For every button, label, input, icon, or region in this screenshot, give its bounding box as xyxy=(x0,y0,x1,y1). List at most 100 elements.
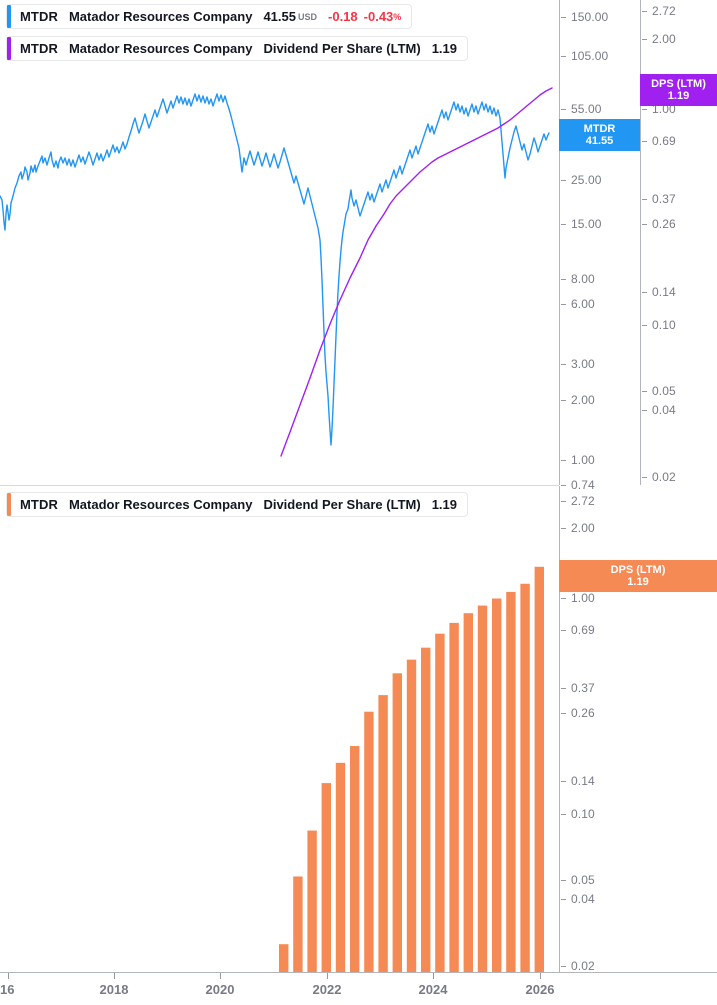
legend-price-ticker: MTDR xyxy=(20,9,58,24)
time-axis-label: 2024 xyxy=(418,982,448,997)
dps-scale-top-tick: 0.14 xyxy=(641,285,676,299)
dps-scale-top-tick-label: 0.02 xyxy=(652,470,676,484)
dps-scale-top-tick: 2.00 xyxy=(641,32,676,46)
dps-bar-group xyxy=(279,566,544,972)
dps-scale-top-tick-label: 0.04 xyxy=(652,403,676,417)
dps-bar[interactable] xyxy=(350,746,360,972)
dps-scale-bottom[interactable]: 2.72 2.00 1.00 0.69 0.37 0.26 0.14 0.10 0.05 0.04… xyxy=(559,486,640,973)
price-scale-top-tick: 1.00 xyxy=(560,453,595,467)
dps-bar[interactable] xyxy=(534,566,544,972)
legend-price-change: -0.18 xyxy=(328,9,358,24)
price-scale-top-tick-label: 0.74 xyxy=(571,478,595,492)
dps-bar[interactable] xyxy=(279,944,289,972)
tick-dash-icon xyxy=(561,898,566,900)
dps-bar[interactable] xyxy=(406,659,417,972)
dps-scale-bottom-tick-label: 0.05 xyxy=(571,873,595,887)
price-chart-panel[interactable] xyxy=(0,0,559,485)
tick-dash-icon xyxy=(642,291,647,293)
tick-dash-icon xyxy=(561,363,566,365)
price-scale-top[interactable]: 150.00105.0055.0045.0025.0015.008.006.00… xyxy=(559,0,640,492)
dps-scale-top-tick-label: 2.00 xyxy=(652,32,676,46)
dps-scale-top-tick-label: 0.26 xyxy=(652,217,676,231)
dps-value-badge-bottom-label: DPS (LTM) xyxy=(610,564,666,576)
dps-value-badge-bottom[interactable]: DPS (LTM) 1.19 xyxy=(559,560,717,592)
tick-dash-icon xyxy=(642,140,647,142)
dps-bar[interactable] xyxy=(378,695,388,972)
price-scale-top-tick: 8.00 xyxy=(560,272,595,286)
dps-bar[interactable] xyxy=(477,605,488,972)
dps-bar[interactable] xyxy=(293,876,303,972)
price-scale-top-tick: 150.00 xyxy=(560,10,608,24)
tick-dash-icon xyxy=(642,390,647,392)
dps-bar[interactable] xyxy=(335,762,346,972)
dps-bar[interactable] xyxy=(321,783,331,972)
dps-scale-top-tick-label: 0.69 xyxy=(652,134,676,148)
price-scale-top-tick-label: 55.00 xyxy=(571,102,602,116)
dps-scale-top[interactable]: 2.72 2.00 1.00 0.69 0.37 0.26 0.14 0.10 0.05 0.04… xyxy=(640,0,717,485)
dps-bar[interactable] xyxy=(492,598,502,972)
price-line-series xyxy=(0,93,550,446)
dps-scale-bottom-tick-label: 0.69 xyxy=(571,623,595,637)
time-axis-tick xyxy=(540,973,541,979)
dps-bar[interactable] xyxy=(520,583,530,972)
tick-dash-icon xyxy=(561,813,566,815)
dps-scale-bottom-tick: 0.04 xyxy=(560,892,595,906)
price-scale-top-tick: 2.00 xyxy=(560,393,595,407)
tick-dash-icon xyxy=(642,476,647,478)
dps-scale-bottom-tick-label: 0.37 xyxy=(571,681,595,695)
price-value-badge[interactable]: MTDR 41.55 xyxy=(559,119,640,151)
dps-scale-bottom-tick-label: 0.26 xyxy=(571,706,595,720)
dps-scale-bottom-tick: 0.69 xyxy=(560,623,595,637)
dps-scale-top-tick: 0.10 xyxy=(641,318,676,332)
legend-price[interactable]: MTDR Matador Resources Company 41.55 USD… xyxy=(6,4,413,29)
dps-value-badge-bottom-value: 1.19 xyxy=(627,576,649,588)
time-axis-tick xyxy=(433,973,434,979)
time-axis-label: 2018 xyxy=(99,982,129,997)
dps-value-badge-top[interactable]: DPS (LTM) 1.19 xyxy=(640,74,717,106)
dps-scale-bottom-tick: 1.00 xyxy=(560,591,595,605)
time-axis-tick xyxy=(8,973,9,979)
time-axis-label: 2022 xyxy=(312,982,342,997)
price-scale-top-tick: 15.00 xyxy=(560,217,602,231)
tick-dash-icon xyxy=(561,780,566,782)
dps-bar[interactable] xyxy=(392,673,402,972)
time-axis-tick xyxy=(114,973,115,979)
time-axis[interactable]: 16 2018 2020 2022 2024 2026 xyxy=(0,972,717,1005)
legend-price-currency: USD xyxy=(298,11,318,22)
tick-dash-icon xyxy=(642,198,647,200)
dps-scale-bottom-tick: 0.37 xyxy=(560,681,595,695)
dps-scale-bottom-tick-label: 2.72 xyxy=(571,494,595,508)
dps-bar[interactable] xyxy=(307,830,317,972)
dps-scale-bottom-tick-label: 0.10 xyxy=(571,807,595,821)
dps-bar[interactable] xyxy=(506,591,516,972)
dps-bar[interactable] xyxy=(435,633,445,972)
price-scale-top-tick-label: 150.00 xyxy=(571,10,609,24)
dps-bar[interactable] xyxy=(449,622,459,972)
time-axis-tick xyxy=(327,973,328,979)
dps-scale-bottom-tick: 0.14 xyxy=(560,774,595,788)
tick-dash-icon xyxy=(561,712,566,714)
legend-dps-overlay-value: 1.19 xyxy=(431,41,457,56)
dps-scale-bottom-tick: 2.00 xyxy=(560,521,595,535)
dps-chart-panel[interactable] xyxy=(0,486,559,972)
dps-bar[interactable] xyxy=(463,613,473,972)
tick-dash-icon xyxy=(642,324,647,326)
legend-dps-overlay[interactable]: MTDR Matador Resources Company Dividend … xyxy=(6,36,468,61)
dps-overlay-line-series xyxy=(280,87,553,457)
time-axis-label: 2020 xyxy=(205,982,235,997)
legend-dps-overlay-metric: Dividend Per Share (LTM) xyxy=(263,41,421,56)
dps-scale-bottom-tick: 0.26 xyxy=(560,706,595,720)
legend-dps-bars[interactable]: MTDR Matador Resources Company Dividend … xyxy=(6,492,468,517)
dps-bar[interactable] xyxy=(421,647,431,972)
dps-scale-top-tick-label: 0.14 xyxy=(652,285,676,299)
dps-bar-chart-svg xyxy=(279,566,544,972)
time-axis-label: 2026 xyxy=(525,982,555,997)
dps-bar[interactable] xyxy=(364,711,374,972)
time-axis-label: 16 xyxy=(0,982,15,997)
price-scale-top-tick: 3.00 xyxy=(560,357,595,371)
tick-dash-icon xyxy=(561,597,566,599)
dps-scale-bottom-tick: 2.72 xyxy=(560,494,595,508)
dps-value-badge-top-value: 1.19 xyxy=(667,90,690,102)
price-scale-top-tick-label: 105.00 xyxy=(571,49,609,63)
